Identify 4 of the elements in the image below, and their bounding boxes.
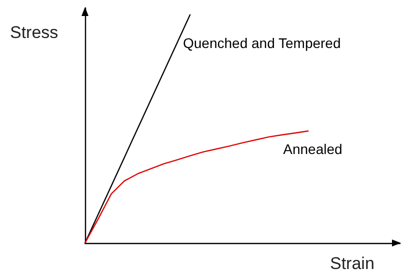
- y-axis-title: Stress: [10, 23, 58, 42]
- series-label: Annealed: [283, 140, 342, 157]
- x-axis-title: Strain: [330, 254, 374, 273]
- series-label: Quenched and Tempered: [183, 34, 341, 51]
